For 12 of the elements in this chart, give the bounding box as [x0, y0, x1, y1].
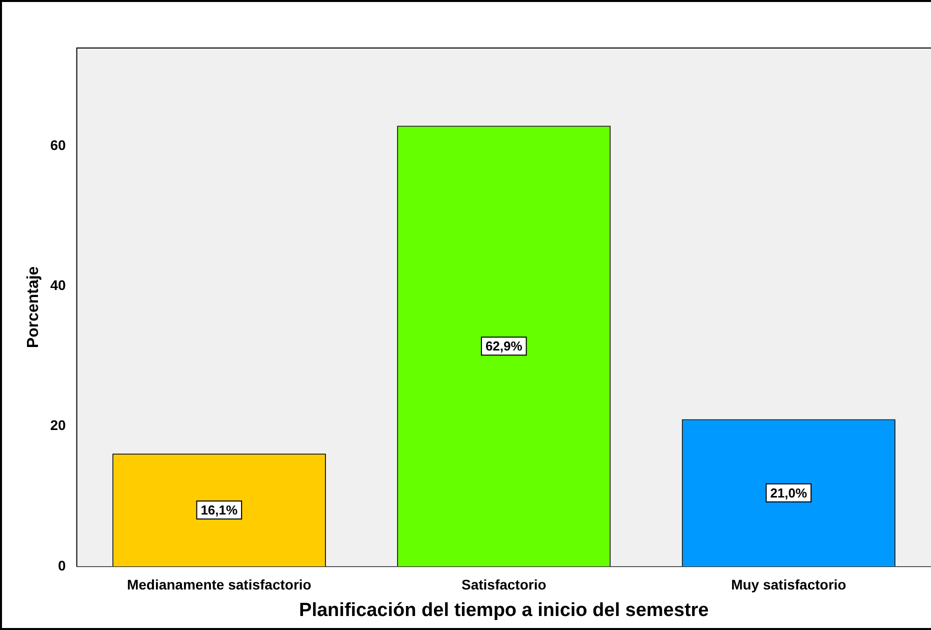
- x-tick-label: Muy satisfactorio: [731, 576, 846, 593]
- x-tick-label: Medianamente satisfactorio: [126, 576, 312, 593]
- data-label: 21,0%: [770, 485, 808, 500]
- y-tick-label: 20: [50, 417, 66, 434]
- data-label: 62,9%: [485, 338, 523, 354]
- y-tick-label: 40: [50, 277, 66, 294]
- y-axis-title: Porcentaje: [25, 266, 42, 348]
- y-tick-label: 0: [58, 557, 66, 574]
- x-tick-label: Satisfactorio: [461, 576, 546, 593]
- data-label: 16,1%: [200, 502, 238, 518]
- x-axis-title: Planificación del tiempo a inicio del semestre: [299, 600, 709, 621]
- y-tick-label: 60: [50, 136, 66, 153]
